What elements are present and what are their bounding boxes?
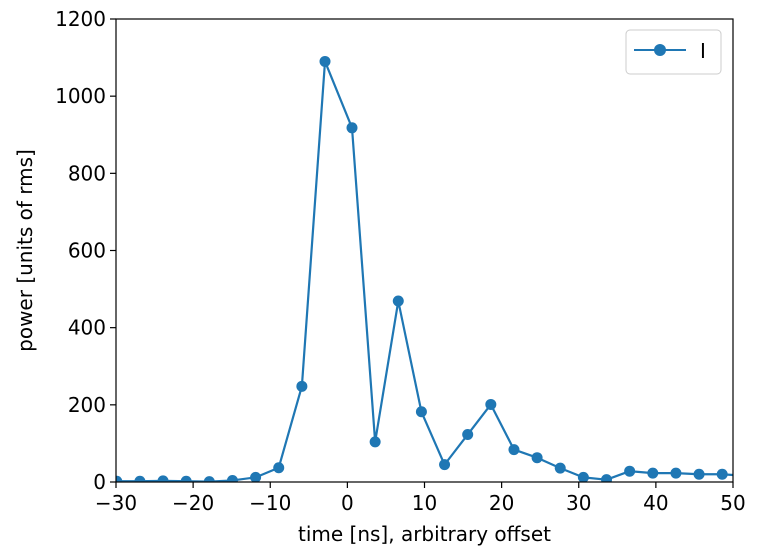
data-point (693, 468, 705, 480)
y-tick-label: 1200 (55, 7, 106, 31)
data-point (157, 475, 169, 482)
legend: I (625, 29, 722, 75)
series-line (116, 60, 733, 482)
x-tick-label: 20 (489, 491, 514, 515)
data-point (485, 398, 497, 410)
data-point (415, 406, 427, 418)
data-point (203, 476, 215, 482)
data-point (116, 475, 123, 482)
y-tick-label: 400 (68, 316, 106, 340)
data-point (346, 122, 358, 134)
x-axis-label: time [ns], arbitrary offset (298, 522, 551, 546)
data-point (439, 459, 451, 471)
y-axis-label: power [units of rms] (13, 149, 37, 352)
x-tick-label: −10 (249, 491, 291, 515)
data-point (250, 471, 262, 482)
x-tick-label: −20 (172, 491, 214, 515)
x-tick-label: 30 (566, 491, 591, 515)
data-point (624, 465, 636, 477)
data-point (392, 295, 404, 307)
y-tick-label: 0 (93, 470, 106, 494)
y-tick-label: 200 (68, 393, 106, 417)
y-tick-label: 1000 (55, 84, 106, 108)
data-point (462, 429, 474, 441)
data-point (647, 467, 659, 479)
x-tick-label: 10 (412, 491, 437, 515)
data-point (180, 475, 192, 482)
y-axis: 0 200 400 600 800 1000 1200 (55, 7, 116, 494)
data-point (273, 462, 285, 474)
data-point (319, 55, 331, 67)
x-tick-label: 0 (341, 491, 354, 515)
series-group (116, 55, 751, 482)
data-point (670, 467, 682, 479)
data-point (296, 380, 308, 392)
legend-point-marker (654, 44, 666, 56)
data-point (740, 470, 751, 481)
x-axis: −30 −20 −10 0 10 20 30 40 50 (95, 482, 746, 515)
data-point (369, 436, 381, 448)
data-point (577, 471, 589, 482)
legend-frame (625, 29, 722, 75)
data-point (554, 462, 566, 474)
plot-area (115, 18, 751, 483)
legend-entry-label: I (700, 39, 706, 63)
data-point (531, 452, 543, 464)
x-tick-label: −30 (95, 491, 137, 515)
data-point (716, 468, 728, 480)
y-tick-label: 600 (68, 239, 106, 263)
y-tick-label: 800 (68, 161, 106, 185)
data-point (601, 474, 613, 482)
data-point (134, 475, 146, 482)
data-point (226, 474, 238, 482)
x-tick-label: 40 (643, 491, 668, 515)
x-tick-label: 50 (720, 491, 745, 515)
data-point (508, 444, 520, 456)
